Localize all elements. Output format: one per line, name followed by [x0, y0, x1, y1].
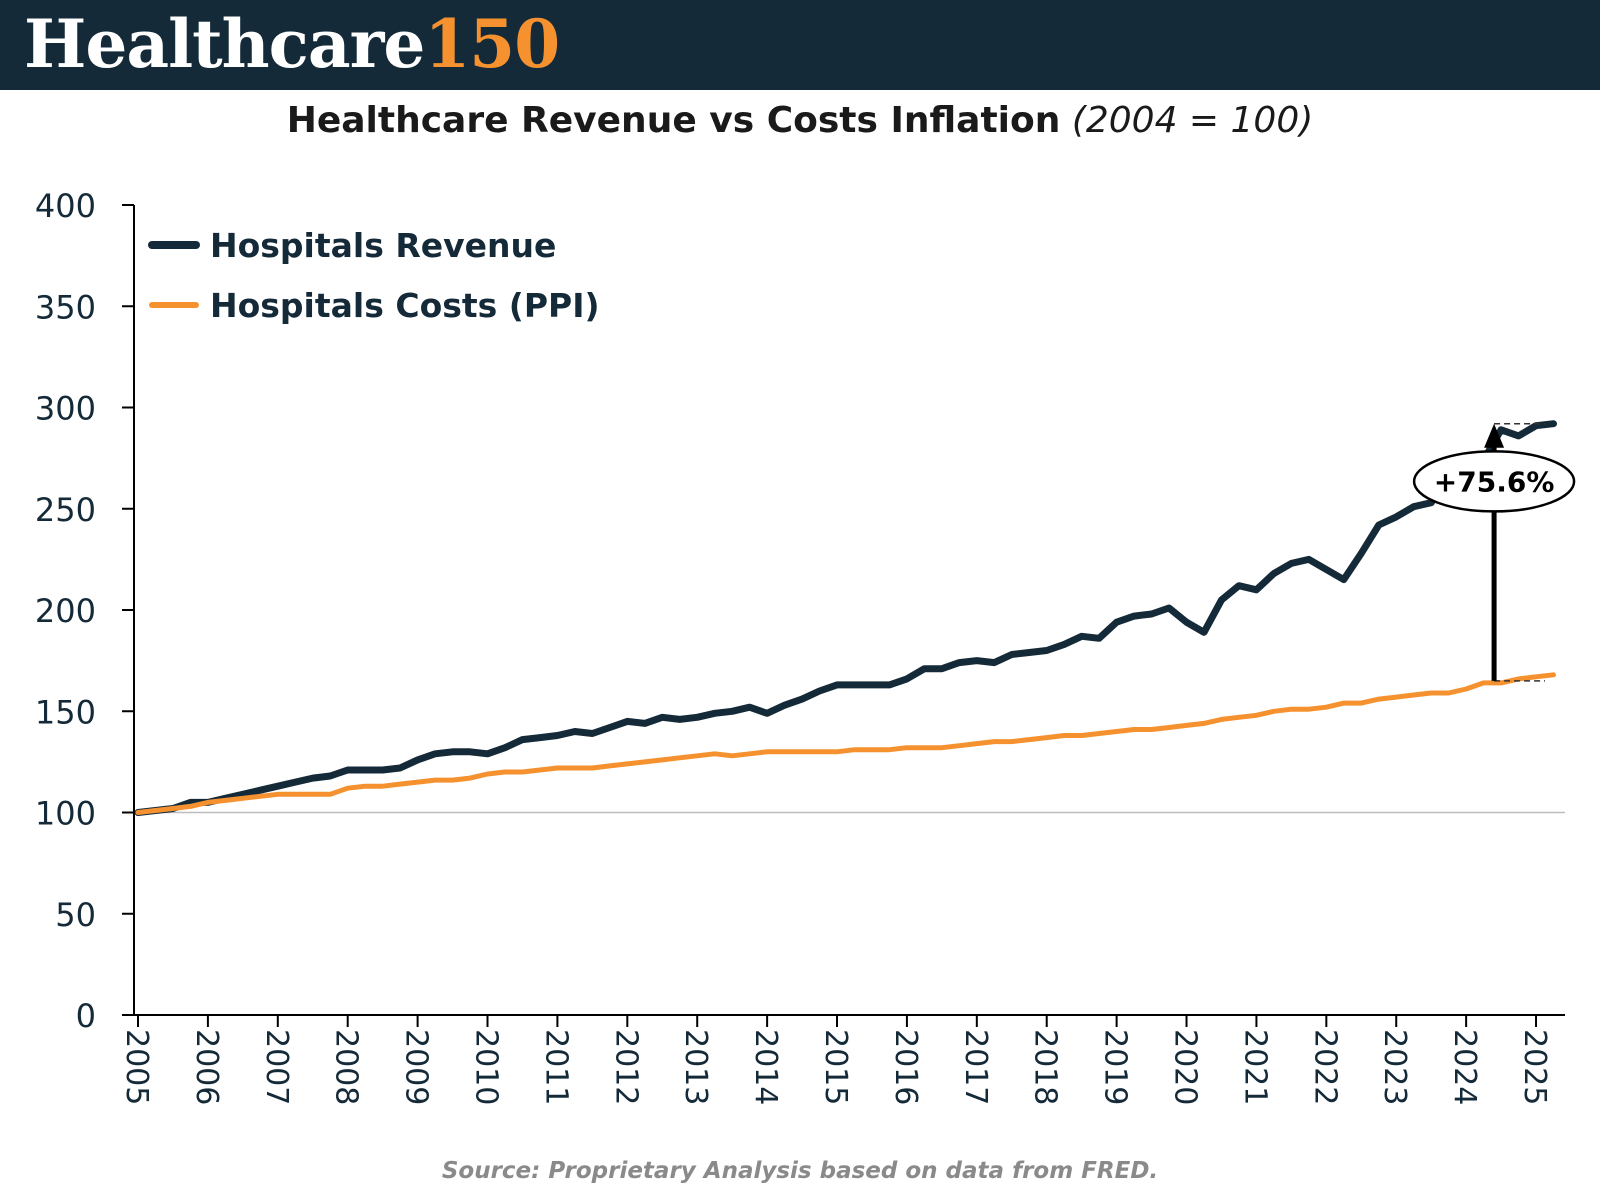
x-tick-label: 2012	[608, 1029, 643, 1105]
series-line	[135, 672, 1556, 815]
series-lines	[134, 420, 1557, 816]
x-tick-label: 2011	[538, 1029, 573, 1105]
x-tick-label: 2007	[259, 1029, 294, 1105]
chart-title: Healthcare Revenue vs Costs Inflation (2…	[0, 100, 1600, 141]
x-tick-label: 2022	[1307, 1029, 1342, 1105]
y-tick-label: 50	[55, 896, 96, 934]
x-tick-label: 2008	[329, 1029, 364, 1105]
brand-logo: Healthcare150	[24, 4, 560, 84]
x-tick-label: 2024	[1447, 1029, 1482, 1105]
header-bar: Healthcare150	[0, 0, 1600, 90]
x-tick-label: 2025	[1517, 1029, 1552, 1105]
x-tick-label: 2005	[119, 1029, 154, 1105]
annotation-label: +75.6%	[1434, 465, 1555, 498]
legend: Hospitals Revenue Hospitals Costs (PPI)	[148, 226, 600, 325]
x-tick-label: 2019	[1098, 1029, 1133, 1105]
series-line	[134, 420, 1557, 816]
y-tick-label: 350	[35, 288, 96, 326]
x-tick-label: 2018	[1028, 1029, 1063, 1105]
x-tick-label: 2015	[818, 1029, 853, 1105]
axes: 0 50 100 150 200 250 300 350 400 2005 2006 2007 2008…	[35, 187, 1565, 1105]
chart-title-main: Healthcare Revenue vs Costs Inflation	[286, 100, 1061, 141]
x-tick-label: 2017	[958, 1029, 993, 1105]
annotation: +75.6%	[1412, 422, 1576, 682]
y-tick-label: 150	[35, 693, 96, 731]
brand-logo-word: Healthcare	[24, 5, 425, 83]
chart-title-subtitle: (2004 = 100)	[1071, 100, 1314, 141]
x-tick-label: 2009	[399, 1029, 434, 1105]
x-tick-label: 2023	[1377, 1029, 1412, 1105]
x-tick-label: 2006	[189, 1029, 224, 1105]
annotation-arrow-head	[1484, 423, 1505, 448]
y-tick-label: 200	[35, 592, 96, 630]
legend-label: Hospitals Revenue	[210, 226, 556, 265]
x-tick-label: 2013	[678, 1029, 713, 1105]
y-tick-label: 250	[35, 491, 96, 529]
brand-logo-number: 150	[424, 5, 560, 83]
x-tick-label: 2010	[469, 1029, 504, 1105]
line-chart: 0 50 100 150 200 250 300 350 400 2005 2006 2007 2008…	[35, 187, 1576, 1105]
x-tick-label: 2014	[748, 1029, 783, 1105]
x-tick-label: 2016	[888, 1029, 923, 1105]
x-tick-label: 2021	[1237, 1029, 1272, 1105]
x-tick-label: 2020	[1168, 1029, 1203, 1105]
annotation-bubble	[1412, 450, 1576, 513]
source-note: Source: Proprietary Analysis based on da…	[441, 1158, 1159, 1184]
y-tick-label: 400	[35, 187, 96, 225]
legend-label: Hospitals Costs (PPI)	[210, 286, 600, 325]
y-tick-label: 300	[35, 390, 96, 428]
y-tick-label: 0	[76, 997, 96, 1035]
y-tick-label: 100	[35, 795, 96, 833]
